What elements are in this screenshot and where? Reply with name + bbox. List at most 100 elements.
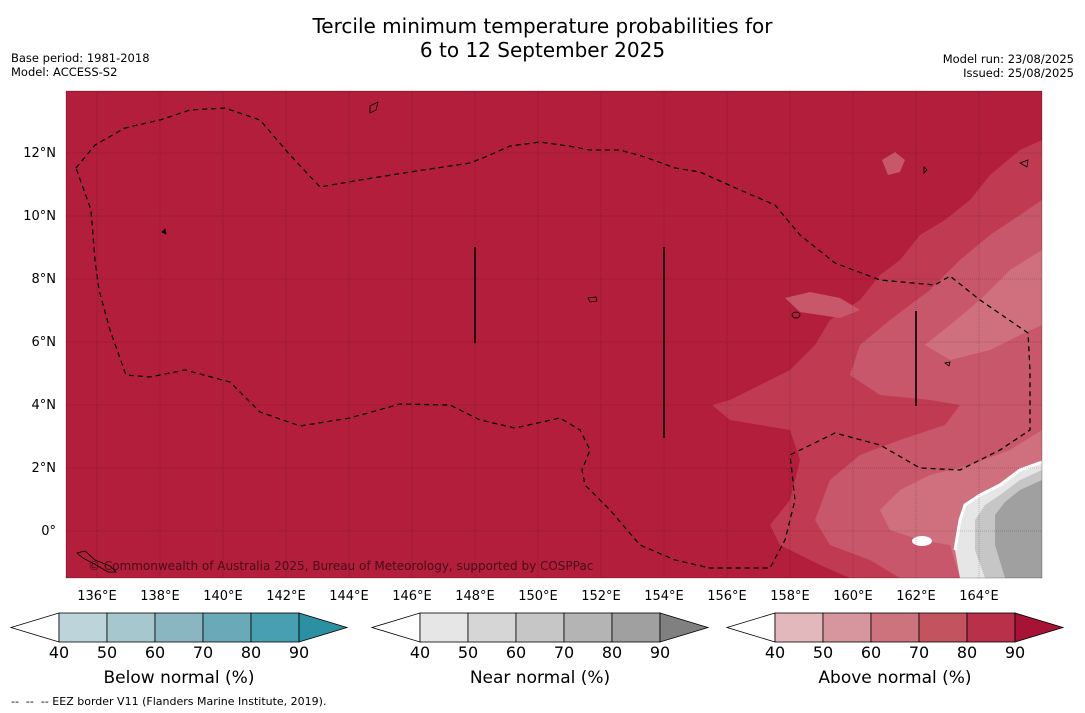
colorbar-near [370,612,710,643]
colorbar-title: Below normal (%) [103,668,255,688]
coastlines [76,101,1029,573]
colorbar-tick: 80 [956,643,978,662]
colorbar-tick: 90 [288,643,310,662]
colorbar-extend-high [659,612,710,643]
lon-tick-label: 146°E [392,589,432,604]
colorbar-tick: 70 [553,643,575,662]
copyright-watermark: © Commonwealth of Australia 2025, Bureau… [88,559,593,573]
lon-axis-labels: 136°E 138°E 140°E 142°E 144°E 146°E 148°… [77,589,999,604]
colorbar-segment [58,612,108,643]
lat-tick-label: 10°N [23,209,56,224]
lon-tick-label: 136°E [77,589,117,604]
lon-tick-label: 154°E [644,589,684,604]
colorbar-title: Above normal (%) [818,668,972,688]
run-info: Model run: 23/08/2025 Issued: 25/08/2025 [943,52,1074,80]
issued-text: Issued: 25/08/2025 [963,66,1074,80]
colorbar-segment [870,612,920,643]
colorbar-segment [918,612,968,643]
colorbar-tick: 50 [457,643,479,662]
colorbar-tick: 90 [649,643,671,662]
model-run-text: Model run: 23/08/2025 [942,52,1074,66]
colorbar-segment [467,612,517,643]
contour-60pct-patch [785,152,905,318]
colorbar-segment [515,612,565,643]
island-shape [944,361,951,367]
colorbar-tick: 70 [192,643,214,662]
lon-tick-label: 142°E [266,589,306,604]
colorbar-tick: 60 [144,643,166,662]
colorbar-tick: 80 [240,643,262,662]
title-line-2: 6 to 12 September 2025 [419,38,666,62]
island-shape [369,101,379,114]
colorbar-tick: 40 [764,643,786,662]
island-shape [791,311,801,319]
colorbar-tick: 60 [505,643,527,662]
colorbar-group [9,612,1065,643]
white-patch [912,536,932,546]
colorbar-segment [250,612,300,643]
colorbar-tick: 60 [860,643,882,662]
lat-tick-label: 2°N [32,461,57,476]
colorbar-tick: 40 [409,643,431,662]
island-shape [76,550,117,573]
eez-legend-text: EEZ border V11 (Flanders Marine Institut… [48,695,327,708]
lat-tick-label: 8°N [32,272,57,287]
title-line-1: Tercile minimum temperature probabilitie… [312,14,773,38]
colorbar-title: Near normal (%) [469,668,611,688]
colorbar-segment [419,612,469,643]
island-shape [161,228,167,235]
colorbar-extend-low [725,612,776,643]
colorbar-tick: 70 [908,643,930,662]
meridian-markers [474,247,917,438]
lon-tick-label: 138°E [140,589,180,604]
map-frame [65,90,1043,579]
colorbar-extend-high [1014,612,1065,643]
lon-tick-label: 144°E [329,589,369,604]
map-title: Tercile minimum temperature probabilitie… [0,14,1085,62]
colorbar-tick: 50 [96,643,118,662]
colorbar-extend-high [298,612,349,643]
gridlines [66,91,1042,578]
colorbar-segment [154,612,204,643]
eez-legend-marker: -- -- -- [11,695,49,708]
lon-tick-label: 152°E [581,589,621,604]
colorbar-above [725,612,1065,643]
colorbar-tick: 40 [48,643,70,662]
lon-tick-label: 164°E [959,589,999,604]
model-text: Model: ACCESS-S2 [11,65,118,79]
colorbar-segment [774,612,824,643]
colorbar-segment [106,612,156,643]
lon-tick-label: 148°E [455,589,495,604]
colorbar-tick: 50 [812,643,834,662]
lon-tick-label: 150°E [518,589,558,604]
island-shape [1019,159,1029,168]
colorbar-segment [611,612,661,643]
island-shape [587,296,598,303]
eez-footnote: -- -- -- EEZ border V11 (Flanders Marine… [11,695,326,708]
colorbar-tick: 80 [601,643,623,662]
colorbar-segment [822,612,872,643]
colorbar-extend-low [9,612,60,643]
probability-field [66,91,1042,578]
lat-tick-label: 6°N [32,335,57,350]
near-normal-boundary [953,460,1042,551]
lat-tick-label: 0° [41,524,56,539]
colorbar-extend-low [370,612,421,643]
colorbar-segment [563,612,613,643]
lon-tick-label: 156°E [707,589,747,604]
eez-border [75,107,1031,569]
lat-tick-label: 12°N [23,146,56,161]
lat-axis-labels: 12°N 10°N 8°N 6°N 4°N 2°N 0° [23,146,56,539]
base-period-text: Base period: 1981-2018 [11,51,150,65]
lon-tick-label: 160°E [833,589,873,604]
lon-tick-label: 140°E [203,589,243,604]
lon-tick-label: 158°E [770,589,810,604]
lat-tick-label: 4°N [32,398,57,413]
colorbar-tick: 90 [1004,643,1026,662]
island-shape [923,166,928,174]
model-info: Base period: 1981-2018 Model: ACCESS-S2 [11,51,150,79]
lon-tick-label: 162°E [896,589,936,604]
colorbar-below [9,612,349,643]
colorbar-segment [202,612,252,643]
